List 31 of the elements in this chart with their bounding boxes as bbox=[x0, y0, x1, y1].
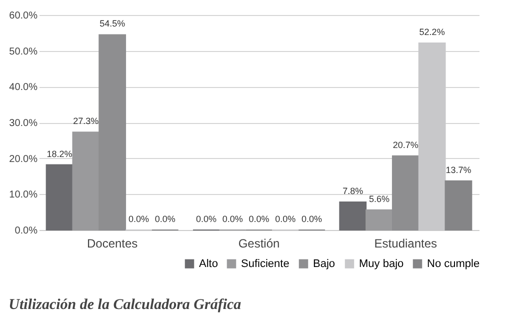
y-tick-label: 0.0% bbox=[14, 226, 38, 236]
data-label: 5.6% bbox=[369, 194, 390, 204]
data-label: 0.0% bbox=[222, 214, 243, 224]
legend-label: Muy bajo bbox=[359, 258, 404, 270]
legend-label: Bajo bbox=[313, 258, 336, 270]
data-label: 52.2% bbox=[419, 26, 445, 37]
data-label: 0.0% bbox=[248, 214, 270, 224]
y-tick-label: 50.0% bbox=[9, 46, 38, 58]
data-label: 20.7% bbox=[392, 140, 418, 150]
y-tick-label: 60.0% bbox=[9, 10, 38, 22]
data-label: 54.5% bbox=[100, 18, 126, 29]
legend-label: No cumple bbox=[427, 258, 480, 270]
y-tick-label: 10.0% bbox=[9, 190, 38, 201]
data-label: 0.0% bbox=[128, 214, 149, 224]
data-label: 13.7% bbox=[446, 164, 472, 175]
data-label: 0.0% bbox=[275, 214, 296, 224]
y-tick-label: 20.0% bbox=[9, 154, 38, 165]
data-label: 0.0% bbox=[196, 214, 216, 224]
data-label: 27.3% bbox=[73, 116, 99, 126]
x-tick-label: Docentes bbox=[86, 236, 138, 250]
x-tick-label: Estudiantes bbox=[374, 236, 438, 250]
legend-label: Suficiente bbox=[241, 258, 290, 270]
y-tick-label: 30.0% bbox=[9, 118, 38, 129]
data-label: 7.8% bbox=[342, 186, 364, 196]
text: Utilización de la Calculadora Gráfica bbox=[8, 297, 242, 313]
y-tick-label: 40.0% bbox=[9, 82, 38, 94]
data-label: 0.0% bbox=[302, 214, 322, 224]
legend-label: Alto bbox=[199, 258, 218, 270]
x-tick-label: Gestión bbox=[238, 236, 280, 250]
data-label: 18.2% bbox=[46, 148, 72, 159]
data-label: 0.0% bbox=[154, 214, 176, 224]
